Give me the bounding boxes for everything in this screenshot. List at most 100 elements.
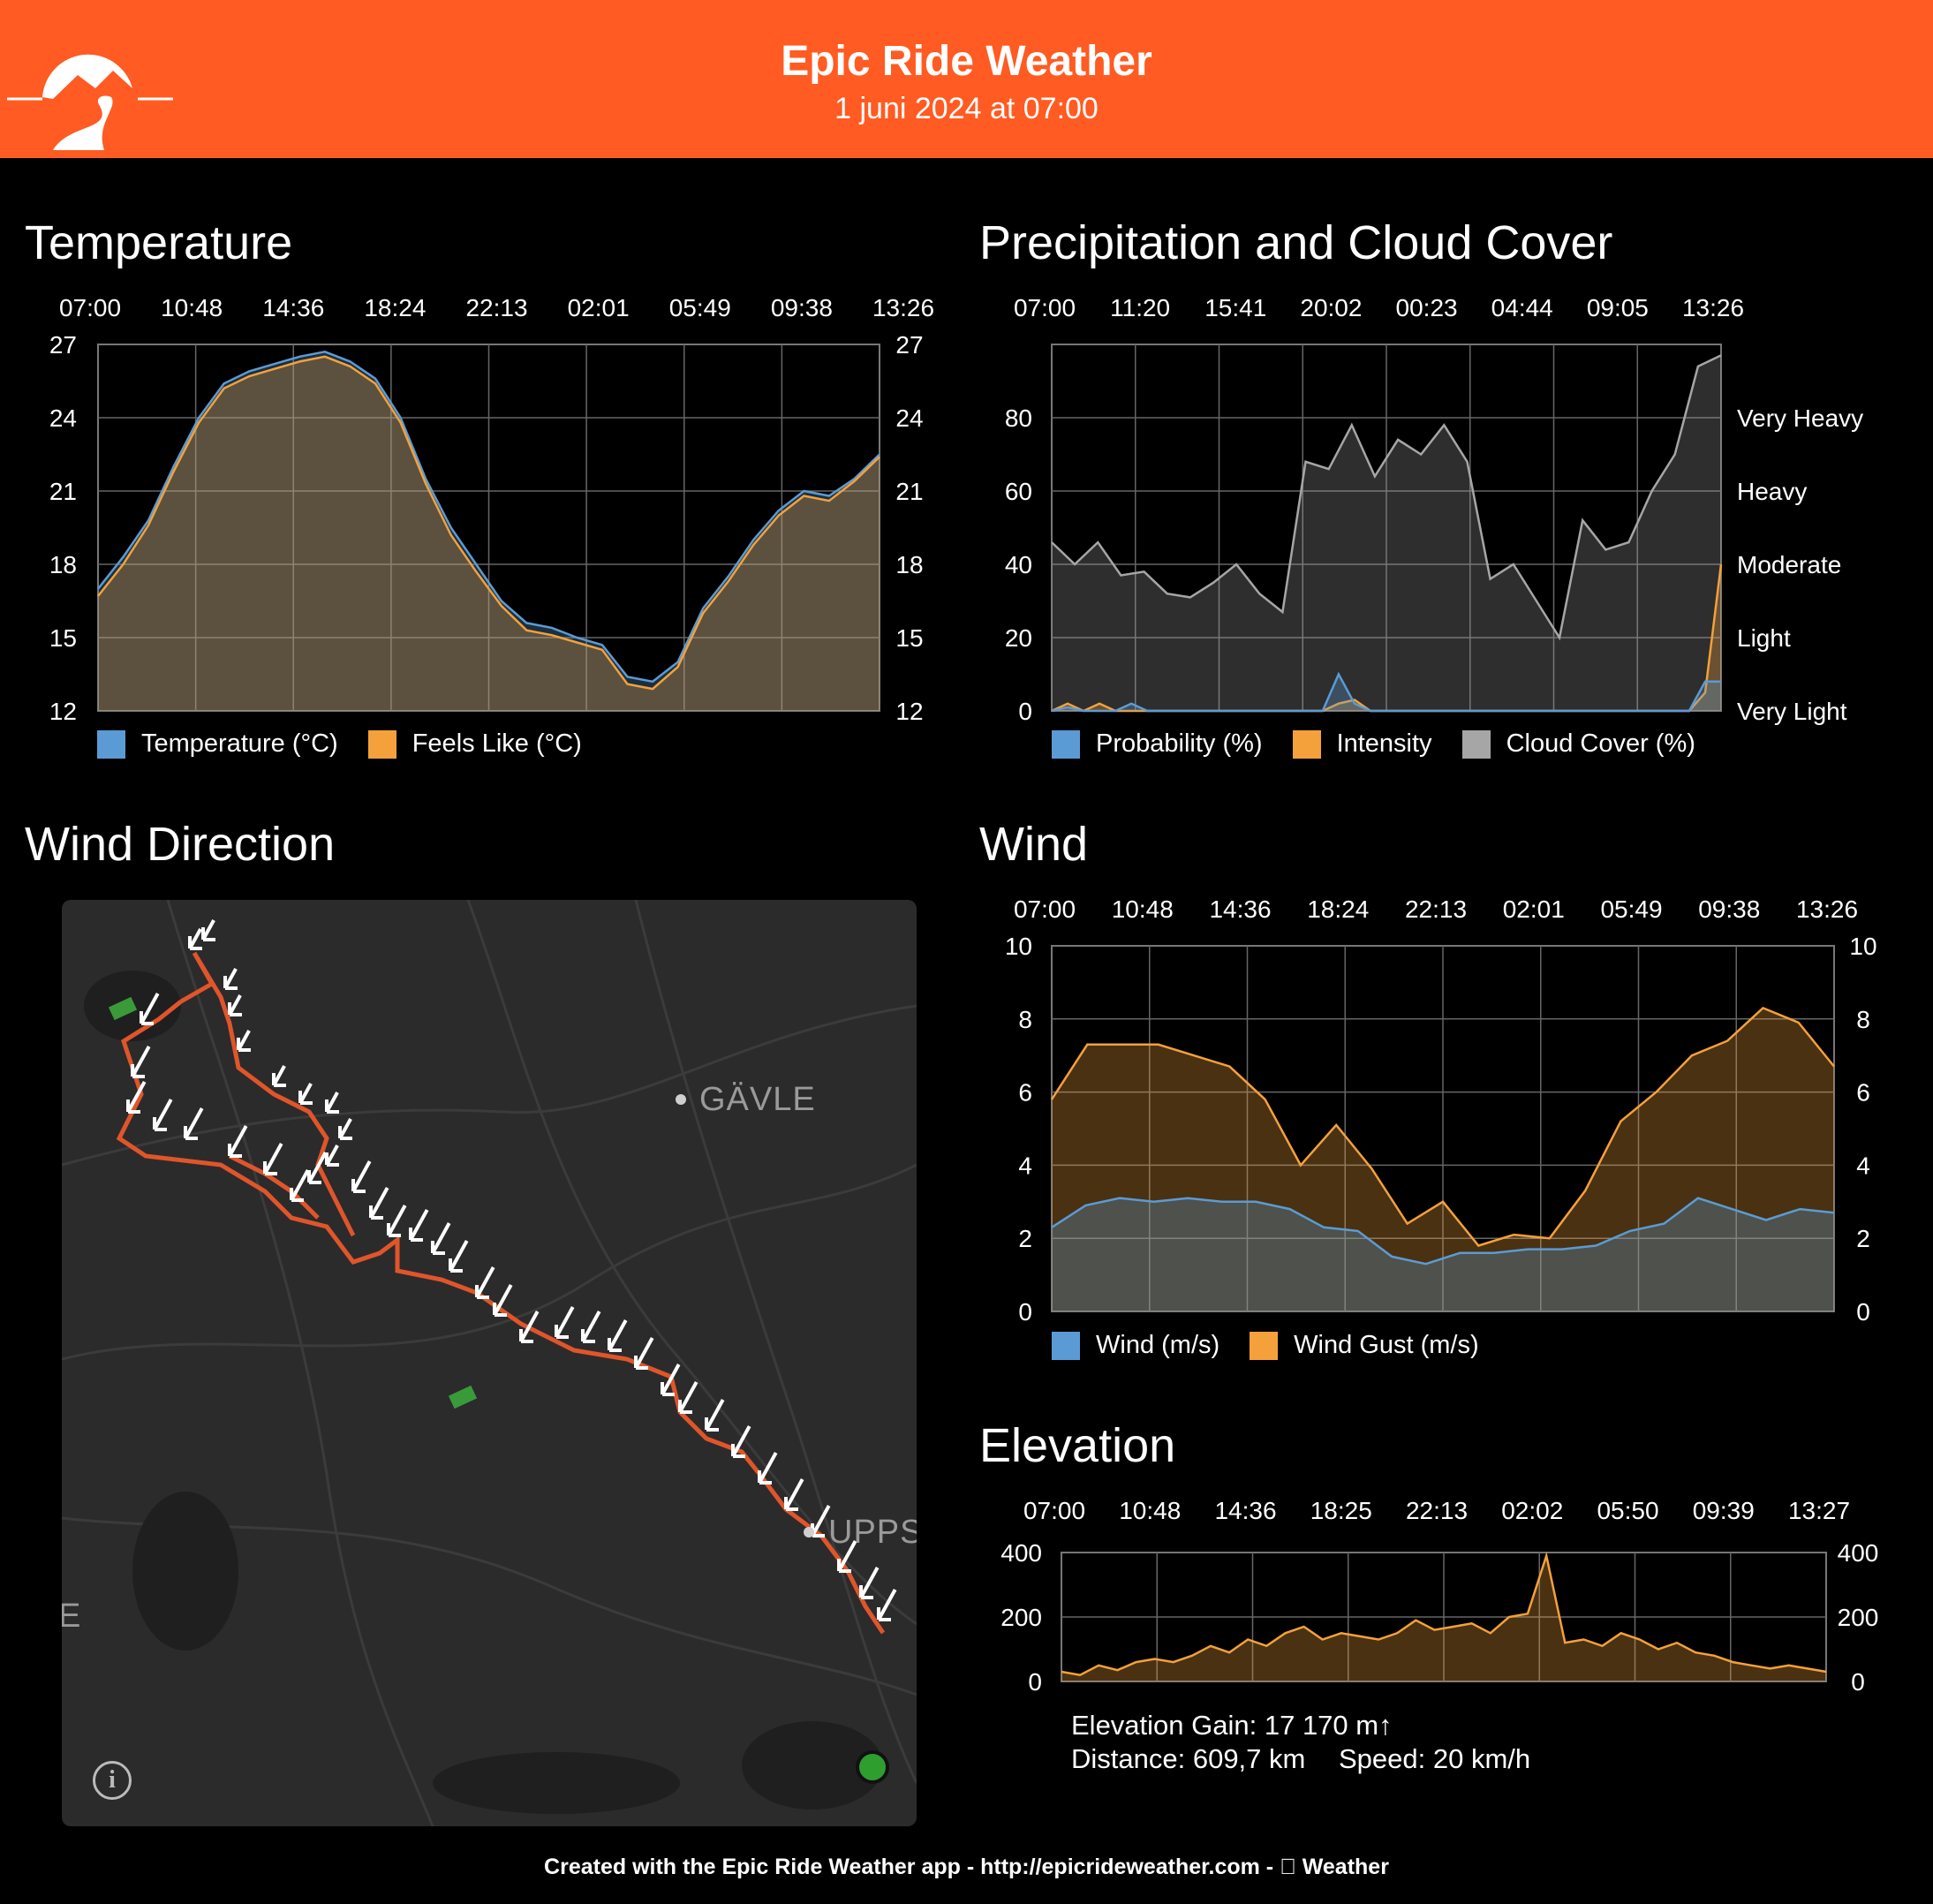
x-tick-label: 20:02 — [1300, 294, 1362, 321]
wind-arrow-icon — [731, 1425, 751, 1458]
y-tick-label: 21 — [49, 478, 77, 505]
wind-arrow-icon — [877, 1589, 897, 1621]
series-line — [97, 351, 880, 684]
distance-text: Distance: 609,7 km — [1071, 1743, 1306, 1774]
x-tick-label: 13:26 — [1682, 294, 1744, 321]
x-tick-label: 05:49 — [669, 294, 731, 321]
legend-item-feels-like: Feels Like (°C) — [367, 729, 582, 759]
wind-arrow-icon — [661, 1364, 681, 1396]
wind-arrow-icon — [758, 1452, 778, 1485]
x-tick-label: 14:36 — [1214, 1497, 1276, 1524]
x-tick-label: 07:00 — [1014, 895, 1076, 923]
wind-arrow-icon — [859, 1567, 880, 1599]
intensity-label: Light — [1737, 624, 1791, 652]
intensity-label: Heavy — [1737, 478, 1807, 505]
legend-label: Feels Like (°C) — [412, 729, 582, 758]
wind-title: Wind — [979, 818, 1089, 871]
legend-label: Wind Gust (m/s) — [1294, 1331, 1479, 1359]
series-line — [1051, 671, 1721, 713]
city-dot — [676, 1094, 686, 1105]
wind-gust-swatch — [1250, 1331, 1279, 1360]
series-line — [1061, 1551, 1827, 1677]
app-title: Epic Ride Weather — [781, 38, 1152, 85]
temperature-title: Temperature — [25, 216, 293, 269]
x-tick-label: 02:02 — [1501, 1497, 1563, 1524]
wind-arrow-icon — [228, 1125, 248, 1158]
start-marker-icon — [856, 1750, 889, 1784]
series-area — [1061, 1555, 1826, 1681]
y-tick-label-right: 12 — [895, 698, 923, 725]
y-tick-label-right: 6 — [1856, 1079, 1870, 1107]
y-tick-label: 40 — [1005, 551, 1032, 578]
legend-label: Probability (%) — [1096, 729, 1263, 758]
wind-arrow-icon — [608, 1319, 628, 1352]
y-tick-label: 27 — [49, 331, 77, 359]
info-icon[interactable]: i — [93, 1761, 132, 1800]
x-tick-label: 10:48 — [161, 294, 223, 321]
wind-arrow-icon — [140, 993, 160, 1025]
x-tick-label: 07:00 — [59, 294, 121, 321]
temperature-chart: 07:00 10:48 14:36 18:24 22:13 02:01 05:49 09:38… — [49, 294, 934, 725]
wind-arrow-icon — [555, 1306, 575, 1339]
x-tick-label: 00:23 — [1396, 294, 1458, 321]
wind-arrow-icon — [126, 1081, 147, 1114]
legend-item-intensity: Intensity — [1292, 729, 1432, 759]
wind-chart: 07:00 10:48 14:36 18:24 22:13 02:01 05:49 09:38… — [1005, 895, 1877, 1326]
wind-arrow-icon — [201, 919, 215, 941]
wind-arrow-icon — [153, 1099, 173, 1131]
wind-legend: Wind (m/s) Wind Gust (m/s) — [1052, 1331, 1509, 1360]
y-tick-label: 20 — [1005, 624, 1032, 652]
wind-arrow-icon — [325, 1145, 339, 1167]
feels-like-swatch — [367, 729, 396, 759]
wind-arrow-icon — [223, 968, 238, 990]
x-tick-label: 15:41 — [1204, 294, 1266, 321]
y-tick-label-right: 400 — [1838, 1539, 1879, 1567]
probability-swatch — [1052, 729, 1080, 759]
y-tick-label-right: 18 — [895, 551, 923, 578]
legend-item-wind: Wind (m/s) — [1052, 1331, 1219, 1360]
wind-arrow-icon — [307, 1152, 328, 1184]
y-tick-label-right: 200 — [1838, 1604, 1879, 1631]
wind-arrow-icon — [263, 1143, 283, 1175]
y-tick-label: 12 — [49, 698, 77, 725]
y-tick-label-right: 10 — [1849, 933, 1876, 960]
precipitation-chart: 07:00 11:20 15:41 20:02 00:23 04:44 09:05 13:26… — [1005, 294, 1863, 725]
x-tick-label: 18:25 — [1310, 1497, 1372, 1524]
wind-arrow-icon — [272, 1065, 286, 1087]
wind-arrow-icon — [387, 1205, 407, 1237]
wind-arrow-icon — [581, 1311, 601, 1343]
wind-arrow-icon — [678, 1381, 698, 1414]
wind-arrows — [126, 919, 897, 1621]
wind-arrow-icon — [369, 1187, 389, 1220]
header-bar: Epic Ride Weather 1 juni 2024 at 07:00 — [0, 0, 1933, 158]
x-tick-label: 22:13 — [1406, 1497, 1468, 1524]
legend-label: Cloud Cover (%) — [1506, 729, 1695, 758]
y-tick-label: 0 — [1028, 1668, 1042, 1696]
y-tick-label-right: 15 — [895, 624, 923, 652]
map-canvas[interactable] — [62, 900, 917, 1826]
x-tick-label: 14:36 — [262, 294, 324, 321]
y-tick-label-right: 0 — [1856, 1298, 1870, 1326]
legend-label: Intensity — [1336, 729, 1432, 758]
y-tick-label: 4 — [1018, 1152, 1032, 1179]
wind-arrow-icon — [184, 1107, 204, 1140]
intensity-label: Moderate — [1737, 551, 1841, 578]
wind-direction-map[interactable]: GÄVLE UPPS E i — [62, 900, 917, 1826]
x-tick-label: 18:24 — [364, 294, 426, 321]
y-tick-label: 6 — [1018, 1079, 1032, 1107]
y-tick-label: 18 — [49, 551, 77, 578]
elevation-gain-text: Elevation Gain: 17 170 m↑ — [1071, 1710, 1393, 1741]
wind-arrow-icon — [188, 928, 202, 950]
y-tick-label-right: 0 — [1851, 1668, 1865, 1696]
x-tick-label: 11:20 — [1110, 294, 1170, 321]
y-tick-label-right: 21 — [895, 478, 923, 505]
legend-item-cloud-cover: Cloud Cover (%) — [1461, 729, 1695, 759]
x-tick-label: 04:44 — [1491, 294, 1553, 321]
wind-arrow-icon — [634, 1337, 654, 1370]
legend-label: Wind (m/s) — [1096, 1331, 1220, 1359]
x-tick-label: 05:49 — [1600, 895, 1662, 923]
wind-arrow-icon — [409, 1209, 429, 1242]
x-tick-label: 09:39 — [1693, 1497, 1755, 1524]
wind-arrow-icon — [338, 1118, 352, 1140]
